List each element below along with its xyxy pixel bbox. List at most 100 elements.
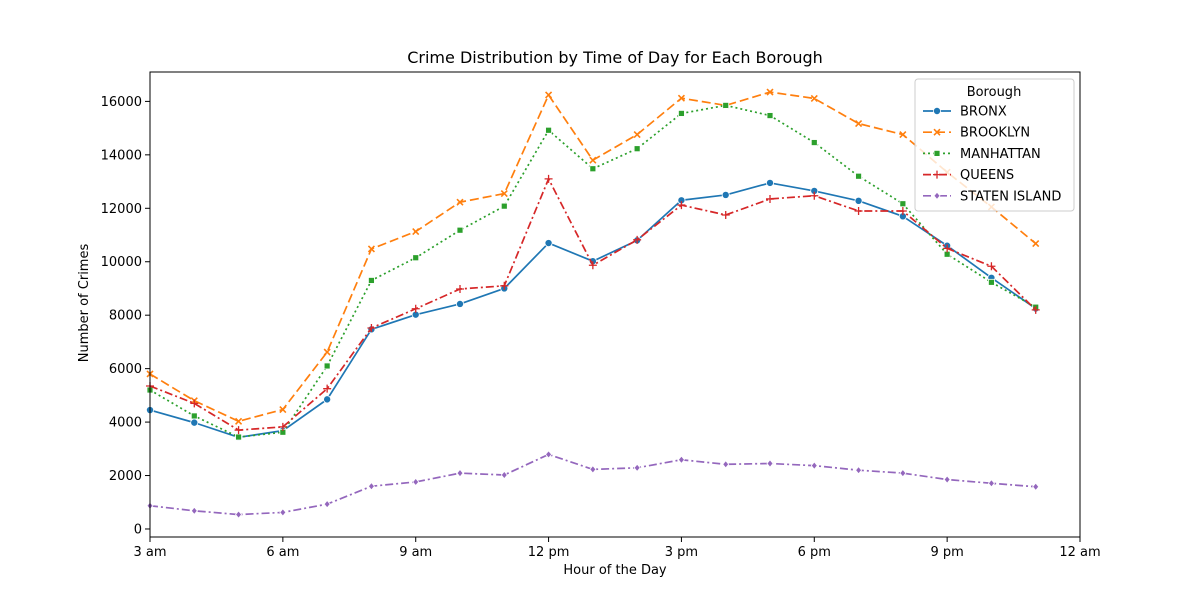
axis-ticks: 3 am 6 am 9 am 12 pm 3 pm 6 pm 9 pm 12 am 0 2000 4… <box>101 95 1101 560</box>
data-point-staten-island <box>190 506 198 516</box>
data-point-manhattan <box>855 172 862 180</box>
data-point-staten-island <box>367 481 375 491</box>
legend-label-bronx: BRONX <box>960 105 1007 120</box>
data-point-brooklyn <box>412 227 420 236</box>
data-point-manhattan <box>500 202 508 210</box>
data-point-queens <box>898 206 907 215</box>
legend-box <box>914 78 1075 212</box>
data-point-bronx <box>455 299 464 308</box>
data-point-manhattan <box>810 139 818 146</box>
data-point-queens <box>721 210 730 219</box>
data-point-manhattan <box>412 254 420 262</box>
x-tick-label: 9 pm <box>930 545 963 560</box>
data-point-queens <box>588 261 597 270</box>
legend-item-brooklyn: BROOKLYN <box>923 126 1030 141</box>
data-point-staten-island <box>810 461 818 470</box>
legend-item-queens: QUEENS <box>923 168 1014 183</box>
axes-frame <box>149 71 1081 538</box>
data-point-legend-queens <box>933 170 941 179</box>
data-point-bronx <box>544 239 553 248</box>
data-point-manhattan <box>678 110 685 117</box>
plot-area <box>145 88 1040 519</box>
data-point-staten-island <box>412 477 420 487</box>
data-point-manhattan <box>235 433 242 441</box>
data-point-queens <box>854 206 863 215</box>
legend-title: Borough <box>967 85 1022 100</box>
data-point-brooklyn <box>279 405 287 414</box>
x-axis-title: Hour of the Day <box>563 563 667 578</box>
series-brooklyn <box>146 88 1040 425</box>
data-point-manhattan <box>323 362 331 370</box>
data-point-brooklyn <box>1032 240 1040 248</box>
data-point-staten-island <box>943 475 951 484</box>
data-point-manhattan <box>368 277 375 284</box>
y-axis-title: Number of Crimes <box>77 244 92 363</box>
data-point-staten-island <box>545 450 553 459</box>
data-point-queens <box>987 262 996 271</box>
data-point-staten-island <box>987 479 995 488</box>
legend: Borough BRONX BROOKLYN MANHATTAN QUEENS STAT… <box>914 78 1075 212</box>
data-point-brooklyn <box>456 198 464 206</box>
data-point-queens <box>190 399 199 408</box>
data-point-manhattan <box>456 226 464 234</box>
x-tick-label: 3 am <box>133 545 166 560</box>
y-tick-label: 12000 <box>101 202 142 217</box>
y-tick-label: 14000 <box>101 148 142 163</box>
data-point-brooklyn <box>633 130 641 139</box>
data-point-brooklyn <box>545 91 553 99</box>
x-tick-label: 3 pm <box>665 545 698 560</box>
data-point-queens <box>278 422 287 431</box>
data-point-manhattan <box>633 145 641 153</box>
y-tick-label: 0 <box>134 522 142 537</box>
data-point-staten-island <box>323 499 331 509</box>
legend-item-staten-island: STATEN ISLAND <box>923 189 1061 204</box>
data-point-brooklyn <box>367 245 375 253</box>
data-point-manhattan <box>899 200 907 208</box>
y-tick-label: 8000 <box>109 309 142 324</box>
data-point-queens <box>367 324 376 333</box>
data-point-manhattan <box>589 165 597 173</box>
data-point-manhattan <box>766 112 774 119</box>
x-tick-label: 9 am <box>399 545 432 560</box>
series-manhattan <box>146 102 1040 441</box>
data-point-brooklyn <box>855 120 863 128</box>
data-point-legend-brooklyn <box>933 128 941 136</box>
data-point-staten-island <box>855 465 863 475</box>
data-point-queens <box>500 281 509 290</box>
y-tick-label: 4000 <box>109 416 142 431</box>
data-point-queens <box>943 244 952 253</box>
data-point-queens <box>810 191 819 200</box>
data-point-brooklyn <box>766 88 774 96</box>
legend-label-manhattan: MANHATTAN <box>960 147 1041 162</box>
data-point-staten-island <box>235 510 243 519</box>
y-tick-label: 2000 <box>109 469 142 484</box>
chart-title: Crime Distribution by Time of Day for Ea… <box>407 48 823 67</box>
legend-label-queens: QUEENS <box>960 168 1014 183</box>
x-tick-label: 12 am <box>1059 545 1100 560</box>
data-point-legend-bronx <box>933 107 942 116</box>
legend-label-brooklyn: BROOKLYN <box>960 126 1030 141</box>
data-point-legend-staten-island <box>933 191 941 201</box>
data-point-staten-island <box>279 508 287 517</box>
data-point-staten-island <box>722 460 730 469</box>
data-point-queens <box>633 235 642 244</box>
data-point-staten-island <box>456 468 464 478</box>
data-point-queens <box>456 285 464 293</box>
data-point-staten-island <box>633 463 641 473</box>
data-point-brooklyn <box>677 94 685 102</box>
data-point-legend-manhattan <box>933 149 941 157</box>
data-point-bronx <box>721 190 730 199</box>
data-point-manhattan <box>545 126 552 134</box>
series-line-staten-island <box>149 453 1036 516</box>
data-point-manhattan <box>988 278 995 286</box>
data-point-queens <box>411 304 420 313</box>
data-point-brooklyn <box>500 190 508 198</box>
series-line-bronx <box>149 182 1037 439</box>
data-point-brooklyn <box>323 348 331 356</box>
y-tick-label: 16000 <box>101 95 142 110</box>
series-bronx <box>145 178 1040 442</box>
data-point-queens <box>234 426 243 435</box>
legend-item-manhattan: MANHATTAN <box>923 147 1041 162</box>
data-point-queens <box>677 201 686 210</box>
